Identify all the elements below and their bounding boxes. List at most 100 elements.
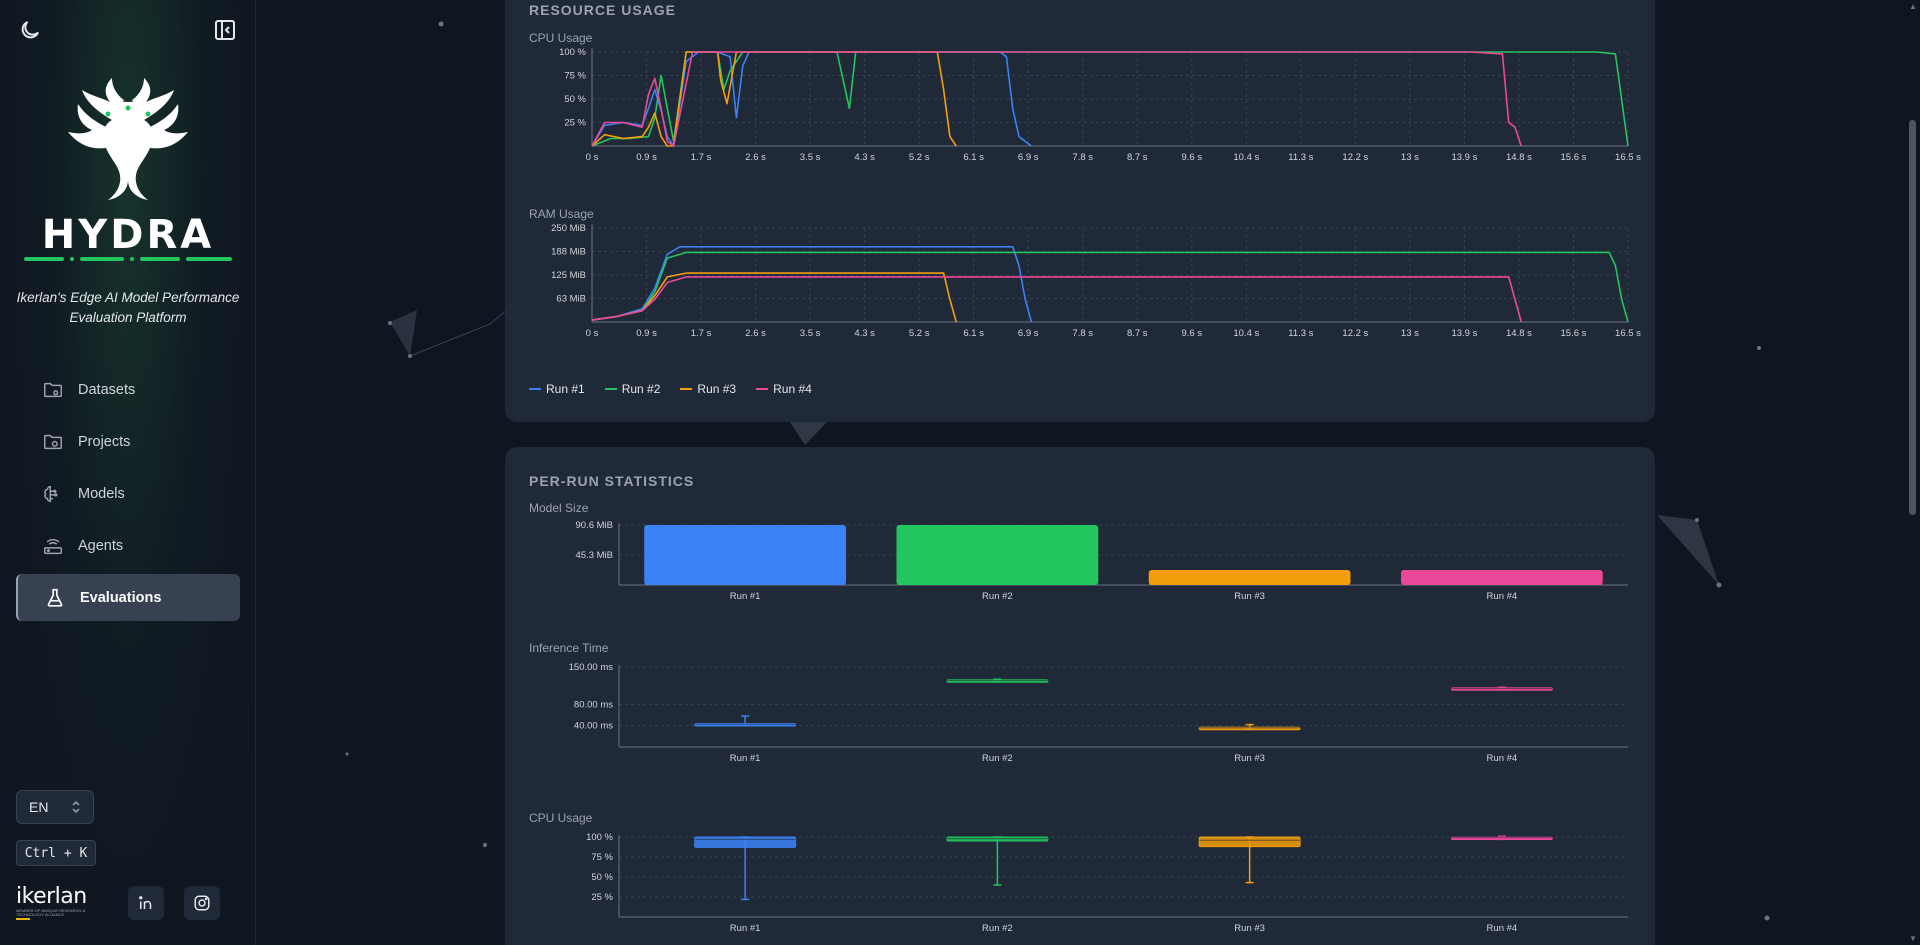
sidebar-item-projects[interactable]: Projects: [16, 418, 240, 465]
x-tick-label: 0 s: [586, 152, 599, 162]
x-tick-label: 14.8 s: [1506, 152, 1532, 162]
cpu-usage-chart-title: CPU Usage: [529, 31, 593, 45]
x-tick-label: Run #3: [1234, 923, 1265, 934]
inference-time-chart-title: Inference Time: [529, 641, 609, 655]
x-tick-label: 11.3 s: [1288, 152, 1313, 162]
x-tick-label: 5.2 s: [909, 328, 930, 338]
legend-label: Run #1: [546, 382, 585, 396]
moon-icon[interactable]: [18, 18, 42, 42]
x-tick-label: 15.6 s: [1561, 152, 1587, 162]
x-tick-label: 8.7 s: [1127, 328, 1148, 338]
y-tick-label: 25 %: [564, 118, 586, 129]
folder-icon: [44, 382, 62, 397]
command-shortcut[interactable]: Ctrl + K: [16, 840, 96, 866]
legend-label: Run #2: [621, 382, 661, 396]
legend-swatch: [529, 388, 541, 390]
sidebar-item-label: Evaluations: [80, 589, 162, 606]
sidebar-item-evaluations[interactable]: Evaluations: [16, 574, 240, 621]
scroll-up-icon[interactable]: ▲: [1909, 2, 1917, 11]
x-tick-label: Run #3: [1234, 591, 1265, 602]
x-tick-label: 3.5 s: [800, 328, 821, 338]
x-tick-label: 0.9 s: [636, 152, 657, 162]
x-tick-label: 13.9 s: [1451, 152, 1477, 162]
linkedin-button[interactable]: [128, 886, 164, 920]
x-tick-label: 11.3 s: [1288, 328, 1313, 338]
y-tick-label: 100 %: [559, 47, 586, 58]
x-tick-label: 10.4 s: [1233, 152, 1259, 162]
run-legend: Run #1 Run #2 Run #3 Run #4: [529, 382, 812, 396]
instagram-button[interactable]: [184, 886, 220, 920]
platform-tagline: Ikerlan's Edge AI Model Performance Eval…: [16, 290, 240, 325]
sidebar-item-label: Datasets: [78, 381, 136, 398]
x-tick-label: 2.6 s: [745, 152, 766, 162]
y-tick-label: 188 MiB: [551, 247, 586, 258]
sidebar-item-models[interactable]: Models: [16, 470, 240, 517]
x-tick-label: 9.6 s: [1181, 328, 1202, 338]
cpu-usage-box-chart-title: CPU Usage: [529, 811, 593, 825]
legend-item-run4[interactable]: Run #4: [756, 382, 812, 396]
ikerlan-logo[interactable]: ikerlan MEMBER OF BASQUE RESEARCH & TECH…: [16, 884, 98, 924]
x-tick-label: 6.9 s: [1018, 328, 1039, 338]
ikerlan-underline: [16, 918, 30, 920]
per-run-statistics-title: PER-RUN STATISTICS: [529, 473, 695, 489]
cpu-usage-line-chart: 0 s 0.9 s 1.7 s 2.6 s 3.5 s 4.3 s 5.2 s 6.1 s 6.…: [559, 47, 1641, 162]
cpu-usage-box-chart: 25 % 50 % 75 % 100 % Run #1 Run #2 Run #3 Run #…: [586, 832, 1628, 934]
y-tick-label: 75 %: [591, 852, 613, 863]
x-tick-label: 13 s: [1401, 328, 1419, 338]
sidebar-item-agents[interactable]: Agents: [16, 522, 240, 569]
sidebar-item-label: Projects: [78, 433, 131, 450]
legend-item-run1[interactable]: Run #1: [529, 382, 585, 396]
x-tick-label: Run #3: [1234, 753, 1265, 764]
box-run-3: [1198, 836, 1301, 848]
bar-run-2: [896, 525, 1099, 585]
scroll-thumb[interactable]: [1909, 120, 1916, 515]
chevron-up-down-icon: [72, 800, 80, 814]
x-tick-label: Run #2: [982, 923, 1013, 934]
x-tick-label: 13 s: [1401, 152, 1419, 162]
scroll-down-icon[interactable]: ▼: [1909, 934, 1917, 943]
x-tick-label: Run #4: [1487, 753, 1518, 764]
sidebar-item-label: Models: [78, 485, 125, 502]
x-tick-label: 2.6 s: [745, 328, 766, 338]
sidebar: HYDRA Ikerlan's Edge AI Model Performanc…: [0, 0, 256, 945]
legend-swatch: [756, 388, 769, 390]
resource-usage-card: RESOURCE USAGE CPU Usage 0 s 0.9 s 1.7 s 2.…: [505, 0, 1655, 422]
x-tick-label: Run #1: [730, 753, 761, 764]
x-tick-label: 6.9 s: [1018, 152, 1039, 162]
y-tick-label: 25 %: [591, 892, 613, 903]
hydra-dragon-icon: [68, 78, 188, 200]
x-tick-label: Run #2: [982, 753, 1013, 764]
legend-label: Run #4: [773, 382, 812, 396]
sidebar-collapse-icon[interactable]: [213, 18, 237, 42]
series-line-run-4: [591, 51, 1523, 147]
language-value: EN: [29, 799, 49, 815]
flask-icon: [47, 588, 63, 607]
per-run-statistics-card: PER-RUN STATISTICS Model Size 45.3 MiB 90…: [505, 447, 1655, 945]
x-tick-label: Run #1: [730, 591, 761, 602]
y-tick-label: 250 MiB: [551, 223, 586, 234]
x-tick-label: 3.5 s: [800, 152, 821, 162]
sidebar-item-datasets[interactable]: Datasets: [16, 366, 240, 413]
model-size-bar-chart: 45.3 MiB 90.6 MiB Run #1 Run #2 Run #3 Run #4: [576, 520, 1628, 602]
series-line-run-1: [591, 245, 1033, 323]
x-tick-label: 1.7 s: [691, 152, 712, 162]
x-tick-label: 6.1 s: [963, 328, 984, 338]
legend-item-run3[interactable]: Run #3: [680, 382, 736, 396]
y-tick-label: 40.00 ms: [574, 721, 613, 732]
y-tick-label: 150.00 ms: [569, 662, 614, 673]
y-tick-label: 80.00 ms: [574, 699, 613, 710]
folder-settings-icon: [44, 434, 62, 449]
x-tick-label: 12.2 s: [1342, 152, 1368, 162]
page-scrollbar[interactable]: ▲ ▼: [1906, 0, 1920, 945]
x-tick-label: 13.9 s: [1451, 328, 1477, 338]
series-line-run-4: [591, 276, 1523, 323]
legend-item-run2[interactable]: Run #2: [604, 382, 661, 396]
main-content: RESOURCE USAGE CPU Usage 0 s 0.9 s 1.7 s 2.…: [257, 0, 1903, 945]
language-select[interactable]: EN: [16, 790, 94, 824]
x-tick-label: 12.2 s: [1342, 328, 1368, 338]
sidebar-nav: Datasets Projects Models Agents Evaluati…: [16, 366, 240, 626]
resource-usage-title: RESOURCE USAGE: [529, 2, 677, 18]
ram-usage-line-chart: 0 s 0.9 s 1.7 s 2.6 s 3.5 s 4.3 s 5.2 s 6.1 s 6.…: [551, 223, 1641, 338]
y-tick-label: 125 MiB: [551, 270, 586, 281]
x-tick-label: 0 s: [586, 328, 599, 338]
